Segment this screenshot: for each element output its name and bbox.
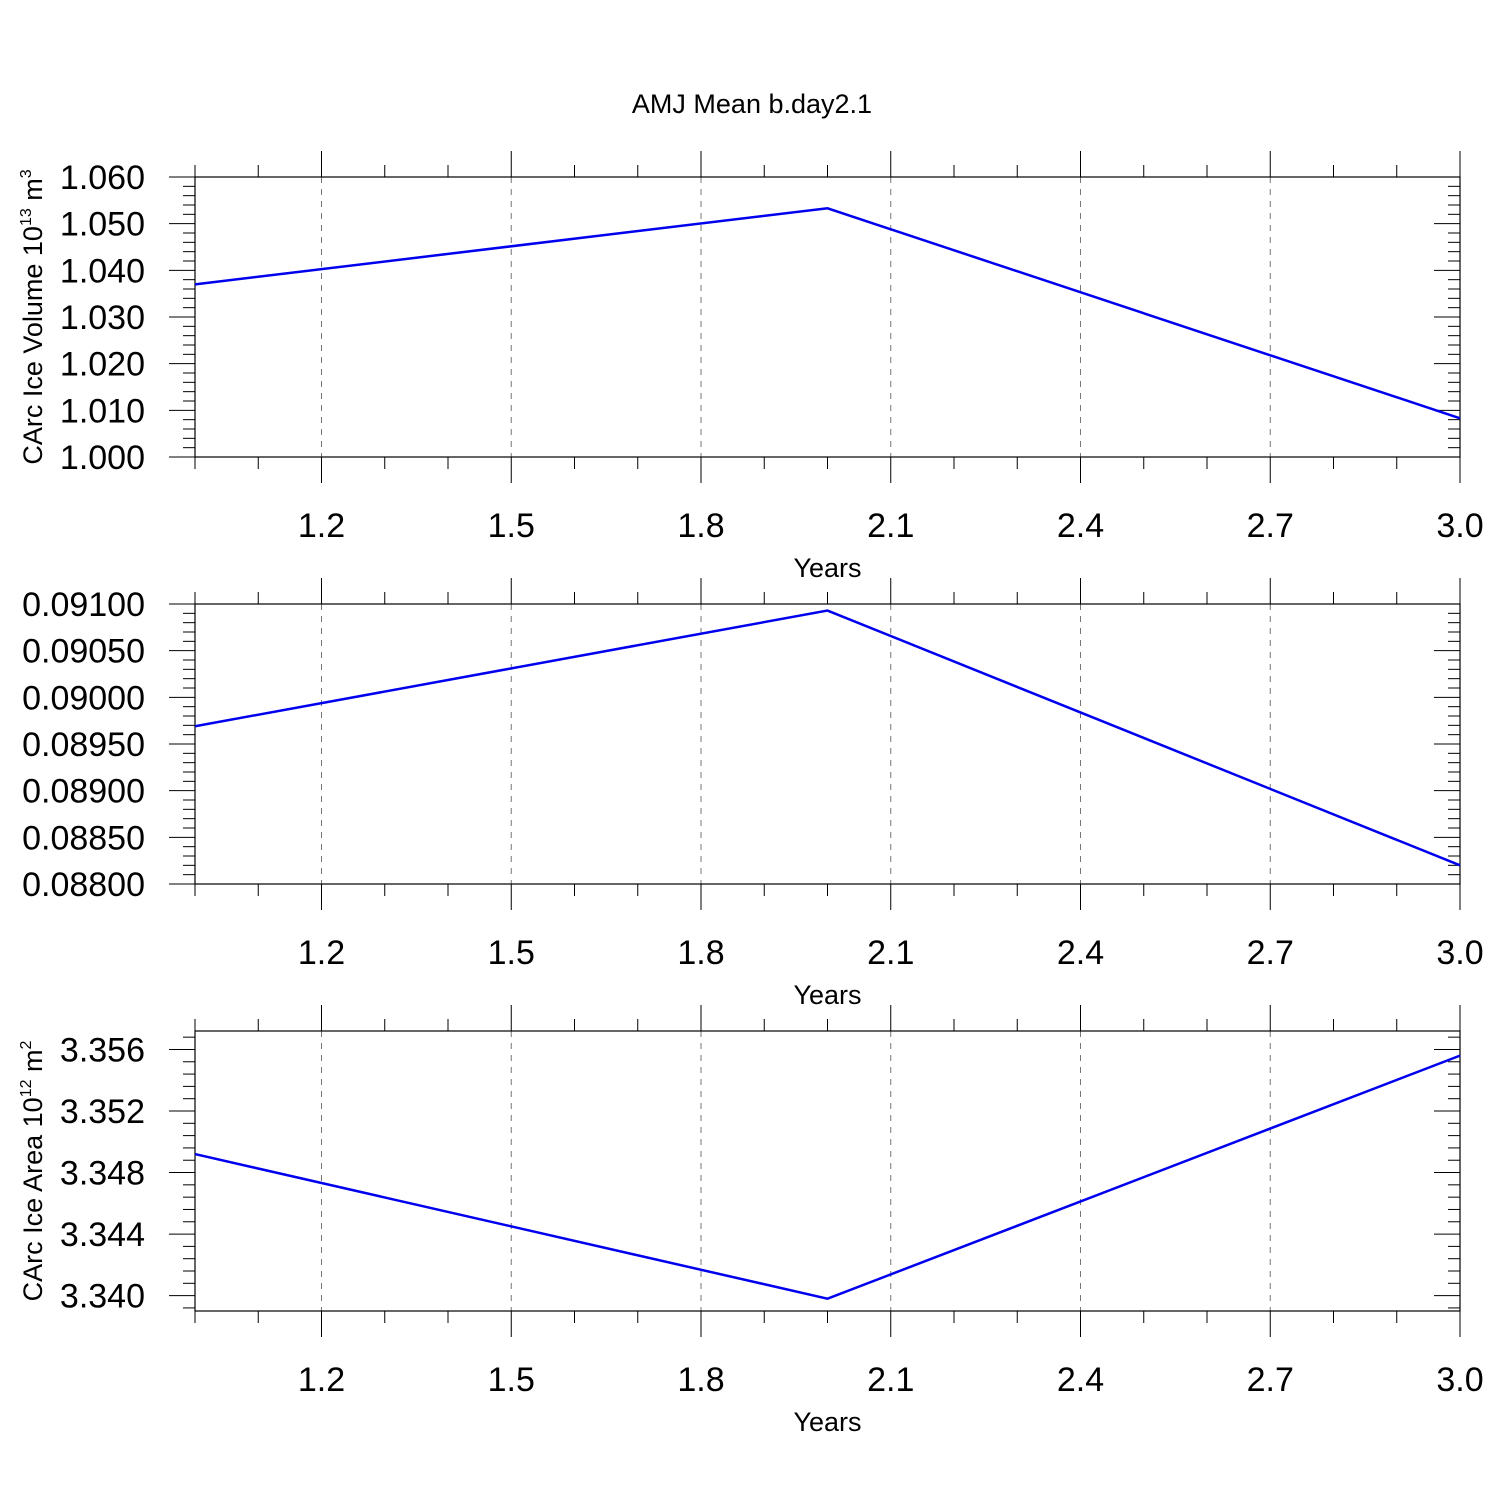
x-tick-label: 3.0 (1436, 507, 1483, 545)
y-axis-label: CArc Ice Volume 1013 m3 (18, 169, 48, 464)
y-tick-label: 1.040 (60, 252, 145, 290)
x-tick-label: 2.7 (1247, 507, 1294, 545)
x-tick-label: 1.2 (298, 507, 345, 545)
x-tick-label: 1.5 (488, 934, 535, 972)
y-tick-label: 1.020 (60, 346, 145, 384)
y-axis-label-text: CArc Ice Area 10 (18, 1097, 48, 1301)
y-tick-label: 1.060 (60, 159, 145, 197)
x-tick-label: 1.5 (488, 507, 535, 545)
x-axis-label: Years (793, 980, 861, 1010)
y-tick-label: 1.030 (60, 299, 145, 337)
x-axis-label: Years (793, 1407, 861, 1437)
y-tick-label: 1.010 (60, 392, 145, 430)
y-axis-label-exponent: 12 (18, 1079, 35, 1097)
x-tick-label: 1.8 (677, 934, 724, 972)
panels: 1.2 1.5 1.8 2.1 2.4 2.7 3.0 Years 1.000 1.010 1.02… (18, 151, 1484, 1437)
y-tick-label: 3.340 (60, 1278, 145, 1316)
y-tick-label: 3.348 (60, 1155, 145, 1193)
figure-title: AMJ Mean b.day2.1 (632, 89, 872, 119)
x-tick-label: 2.1 (867, 507, 914, 545)
x-tick-label: 3.0 (1436, 1361, 1483, 1399)
y-axis-label-unit: m (18, 178, 48, 208)
y-tick-label: 0.09000 (22, 679, 145, 717)
x-tick-label: 1.2 (298, 1361, 345, 1399)
y-axis-label-unit-exponent: 3 (18, 169, 35, 178)
y-tick-label: 0.08900 (22, 773, 145, 811)
y-tick-label: 0.08800 (22, 866, 145, 904)
y-tick-label: 0.09100 (22, 586, 145, 624)
x-tick-label: 2.7 (1247, 934, 1294, 972)
y-axis-label-unit-exponent: 2 (18, 1041, 35, 1050)
y-tick-label: 3.344 (60, 1216, 145, 1254)
x-tick-label: 2.1 (867, 1361, 914, 1399)
y-tick-label: 3.352 (60, 1093, 145, 1131)
series-line (194, 206, 1461, 420)
y-axis-label-text: CArc Ice Volume 10 (18, 226, 48, 465)
y-tick-label: 0.09050 (22, 633, 145, 671)
y-axis-label-exponent: 13 (18, 208, 35, 226)
series-line (194, 1054, 1461, 1300)
panel-2: 1.2 1.5 1.8 2.1 2.4 2.7 3.0 Years 0.08800 0.08850… (22, 578, 1484, 1010)
y-axis-label: CArc Ice Area 1012 m2 (18, 1041, 48, 1302)
y-axis-label-unit: m (18, 1050, 48, 1080)
y-tick-label: 0.08950 (22, 726, 145, 764)
x-tick-label: 2.1 (867, 934, 914, 972)
series-line (194, 609, 1461, 867)
x-tick-label: 1.8 (677, 1361, 724, 1399)
y-tick-label: 3.356 (60, 1031, 145, 1069)
x-tick-label: 2.7 (1247, 1361, 1294, 1399)
y-tick-label: 1.050 (60, 206, 145, 244)
y-tick-label: 0.08850 (22, 819, 145, 857)
x-axis-label: Years (793, 553, 861, 583)
x-tick-label: 2.4 (1057, 507, 1104, 545)
x-tick-label: 3.0 (1436, 934, 1483, 972)
panel-3: 1.2 1.5 1.8 2.1 2.4 2.7 3.0 Years 3.340 3.344 3.34… (18, 1005, 1484, 1437)
x-tick-label: 2.4 (1057, 934, 1104, 972)
panel-1: 1.2 1.5 1.8 2.1 2.4 2.7 3.0 Years 1.000 1.010 1.02… (18, 151, 1484, 583)
x-tick-label: 1.5 (488, 1361, 535, 1399)
x-tick-label: 1.8 (677, 507, 724, 545)
x-tick-label: 1.2 (298, 934, 345, 972)
x-tick-label: 2.4 (1057, 1361, 1104, 1399)
y-tick-label: 1.000 (60, 439, 145, 477)
